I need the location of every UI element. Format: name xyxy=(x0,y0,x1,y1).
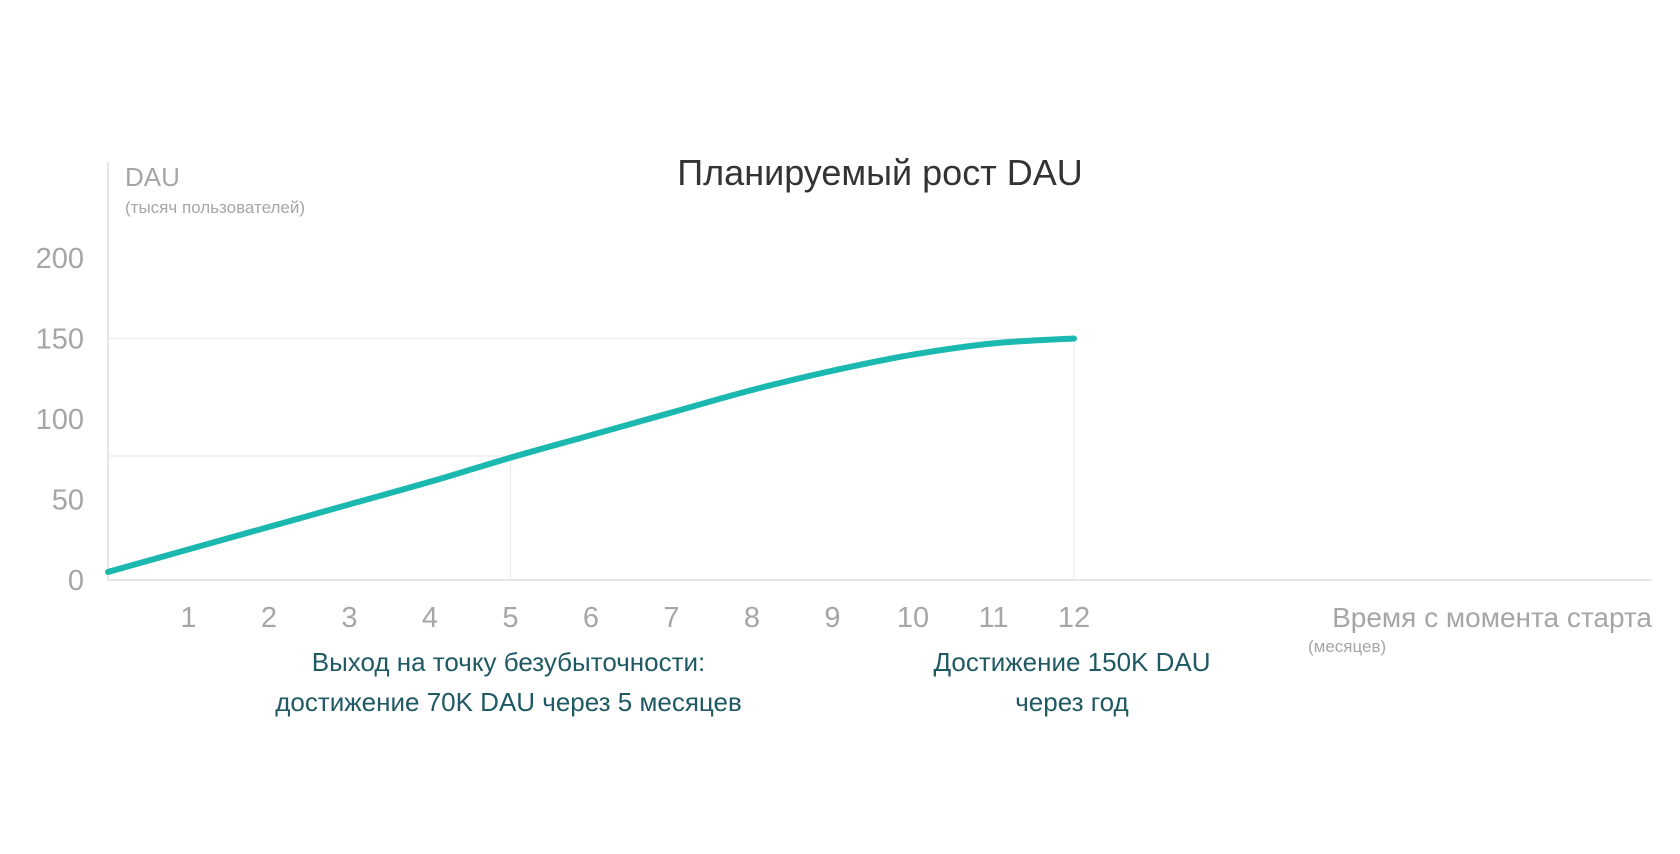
y-tick-label: 150 xyxy=(36,324,84,356)
annotations: Выход на точку безубыточности: достижение… xyxy=(275,647,1210,717)
x-tick-label: 1 xyxy=(180,602,196,634)
x-axis-unit: (месяцев) xyxy=(1308,637,1386,656)
x-tick-label: 2 xyxy=(261,602,277,634)
y-tick-label: 100 xyxy=(36,404,84,436)
series-layer xyxy=(105,335,1077,575)
x-tick-label: 9 xyxy=(824,602,840,634)
y-tick-label: 200 xyxy=(36,243,84,275)
chart-title: Планируемый рост DAU xyxy=(677,152,1082,193)
y-axis-unit: (тысяч пользователей) xyxy=(125,198,305,217)
x-tick-label: 8 xyxy=(744,602,760,634)
x-axis-label: Время с момента старта xyxy=(1332,602,1652,633)
x-tick-label: 5 xyxy=(502,602,518,634)
annotation-line: Достижение 150K DAU xyxy=(933,647,1210,677)
y-tick-label: 0 xyxy=(68,565,84,597)
x-tick-label: 3 xyxy=(341,602,357,634)
x-tick-label: 10 xyxy=(897,602,929,634)
annotation-line: Выход на точку безубыточности: xyxy=(312,647,706,677)
y-axis-label: DAU xyxy=(125,162,180,192)
annotation-line: через год xyxy=(1015,687,1128,717)
x-tick-labels: 1 2 3 4 5 6 7 8 9 10 11 12 xyxy=(180,602,1090,634)
y-tick-labels: 0 50 100 150 200 xyxy=(36,243,84,597)
guide-lines xyxy=(108,337,1075,580)
x-tick-label: 12 xyxy=(1058,602,1090,634)
x-tick-label: 4 xyxy=(422,602,438,634)
x-tick-label: 11 xyxy=(978,602,1008,634)
x-tick-label: 7 xyxy=(663,602,679,634)
dau-series-line xyxy=(105,335,1077,575)
x-tick-label: 6 xyxy=(583,602,599,634)
annotation-line: достижение 70K DAU через 5 месяцев xyxy=(275,687,742,717)
y-tick-label: 50 xyxy=(52,485,84,517)
